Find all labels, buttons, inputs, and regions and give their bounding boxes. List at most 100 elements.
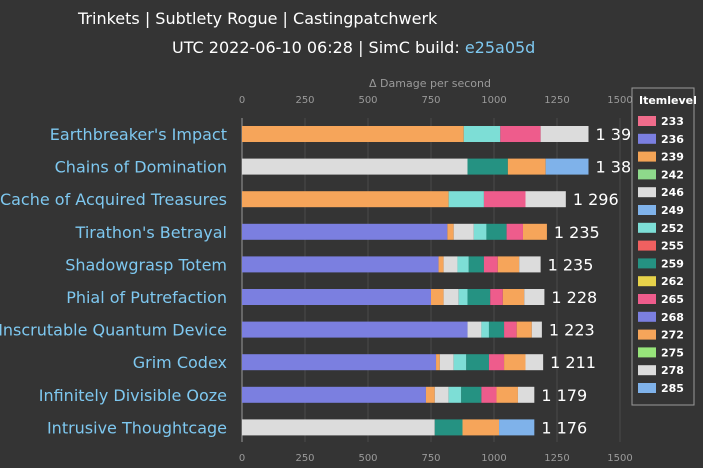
bar-segment[interactable] <box>524 289 545 305</box>
bar-segment[interactable] <box>506 223 523 240</box>
bar-segment[interactable] <box>507 158 546 175</box>
bar-segment[interactable] <box>242 191 449 208</box>
legend-item[interactable]: 246 <box>661 186 684 199</box>
bar-segment[interactable] <box>447 223 454 240</box>
bar-segment[interactable] <box>467 321 482 338</box>
x-tick-top: 1250 <box>544 95 569 106</box>
category-label[interactable]: Grim Codex <box>133 353 227 372</box>
bar-segment[interactable] <box>467 289 491 305</box>
bar-segment[interactable] <box>242 256 439 273</box>
total-labels: 1 39 1 38 1 296 1 235 1 235 1 228 1 223 1 211 1 … <box>541 125 631 437</box>
bar-segment[interactable] <box>525 354 544 371</box>
bar-segment[interactable] <box>540 126 589 142</box>
bar-segment[interactable] <box>448 191 484 208</box>
bar-segment[interactable] <box>458 289 468 305</box>
bar-segment[interactable] <box>496 386 518 403</box>
bar-segment[interactable] <box>242 126 464 142</box>
category-label[interactable]: Inscrutable Quantum Device <box>0 321 227 340</box>
bar-segment[interactable] <box>242 419 435 436</box>
bar-segment[interactable] <box>436 354 440 371</box>
bar-segment[interactable] <box>438 256 444 273</box>
bar-segment[interactable] <box>425 386 435 403</box>
bar-segment[interactable] <box>242 354 437 371</box>
bar-segment[interactable] <box>242 289 431 305</box>
legend-swatch <box>638 383 656 393</box>
legend-item[interactable]: 278 <box>661 364 684 377</box>
bar-segment[interactable] <box>481 386 497 403</box>
bar-segment[interactable] <box>488 321 505 338</box>
bar-segment[interactable] <box>453 354 467 371</box>
bar-segment[interactable] <box>462 419 500 436</box>
legend-item[interactable]: 236 <box>661 133 684 146</box>
category-label[interactable]: Earthbreaker's Impact <box>50 125 227 144</box>
legend-item[interactable]: 265 <box>661 293 684 306</box>
legend-item[interactable]: 249 <box>661 204 684 217</box>
bar-segment[interactable] <box>461 386 482 403</box>
bar-segment[interactable] <box>522 223 547 240</box>
bar-segment[interactable] <box>431 289 444 305</box>
build-link[interactable]: e25a05d <box>465 38 536 57</box>
bar-segment[interactable] <box>486 223 507 240</box>
total-label: 1 235 <box>554 223 600 242</box>
legend-swatch <box>638 294 656 304</box>
bar-segment[interactable] <box>467 158 508 175</box>
category-label[interactable]: Chains of Domination <box>55 158 227 177</box>
bar-segment[interactable] <box>516 321 532 338</box>
bar-segment[interactable] <box>463 126 501 142</box>
bar-segment[interactable] <box>242 223 448 240</box>
legend-item[interactable]: 262 <box>661 275 684 288</box>
category-label[interactable]: Shadowgrasp Totem <box>65 255 227 274</box>
bar-segment[interactable] <box>483 256 498 273</box>
bar-segment[interactable] <box>500 126 541 142</box>
legend-item[interactable]: 242 <box>661 168 684 181</box>
bar-segment[interactable] <box>545 158 589 175</box>
x-tick-bottom: 250 <box>295 453 314 464</box>
bar-segment[interactable] <box>242 321 468 338</box>
bar-segment[interactable] <box>457 256 469 273</box>
bar-segment[interactable] <box>481 321 489 338</box>
bar-segment[interactable] <box>502 289 525 305</box>
legend-swatch <box>638 205 656 215</box>
bar-segment[interactable] <box>483 191 526 208</box>
bar-segment[interactable] <box>497 256 520 273</box>
total-label: 1 296 <box>573 190 619 209</box>
bar-segment[interactable] <box>453 223 474 240</box>
bar-segment[interactable] <box>499 419 535 436</box>
legend-item[interactable]: 255 <box>661 240 684 253</box>
bar-segment[interactable] <box>473 223 487 240</box>
bar-segment[interactable] <box>490 289 503 305</box>
bar-segment[interactable] <box>525 191 566 208</box>
legend-item[interactable]: 275 <box>661 346 684 359</box>
category-label[interactable]: Phial of Putrefaction <box>66 288 227 307</box>
legend-swatch <box>638 258 656 269</box>
legend-item[interactable]: 285 <box>661 382 684 395</box>
x-axis-title: Δ Damage per second <box>369 77 491 90</box>
bar-segment[interactable] <box>517 386 535 403</box>
legend-item[interactable]: 268 <box>661 311 684 324</box>
bar-segment[interactable] <box>434 419 463 436</box>
legend-item[interactable]: 239 <box>661 151 684 164</box>
legend-item[interactable]: 252 <box>661 222 684 235</box>
bar-segment[interactable] <box>448 386 462 403</box>
bar-segment[interactable] <box>488 354 505 371</box>
total-label: 1 223 <box>549 321 595 340</box>
legend-item[interactable]: 272 <box>661 329 684 342</box>
bar-segment[interactable] <box>439 354 454 371</box>
bar-segment[interactable] <box>466 354 489 371</box>
bar-segment[interactable] <box>443 256 458 273</box>
bar-segment[interactable] <box>242 158 468 175</box>
category-label[interactable]: Infinitely Divisible Ooze <box>39 386 227 405</box>
category-label[interactable]: Cache of Acquired Treasures <box>0 190 227 209</box>
bar-segment[interactable] <box>504 321 517 338</box>
legend-item[interactable]: 259 <box>661 257 684 270</box>
legend-item[interactable]: 233 <box>661 115 684 128</box>
category-label[interactable]: Tirathon's Betrayal <box>75 223 227 242</box>
bar-segment[interactable] <box>468 256 484 273</box>
bar-segment[interactable] <box>443 289 459 305</box>
category-label[interactable]: Intrusive Thoughtcage <box>47 418 227 437</box>
bar-segment[interactable] <box>519 256 541 273</box>
bar-segment[interactable] <box>242 386 426 403</box>
bar-segment[interactable] <box>504 354 526 371</box>
bar-segment[interactable] <box>531 321 542 338</box>
bar-segment[interactable] <box>434 386 449 403</box>
